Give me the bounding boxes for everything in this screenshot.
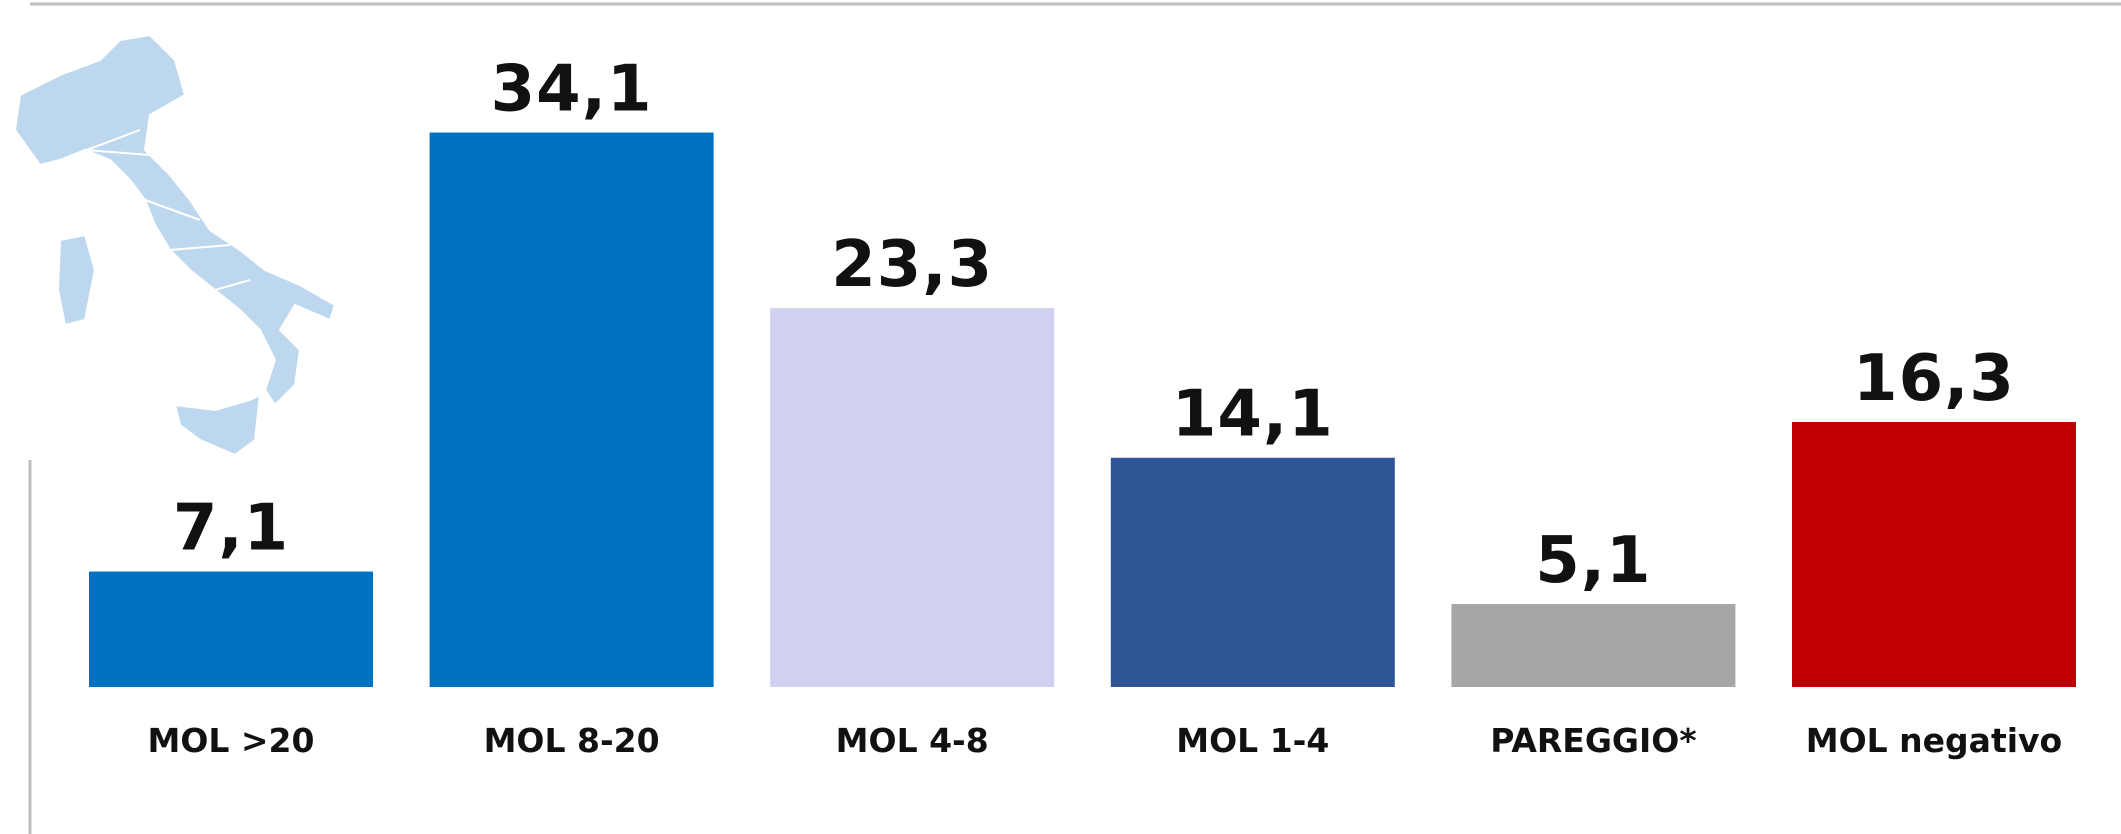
x-tick-label: MOL >20	[148, 721, 315, 760]
x-tick-label: MOL 1-4	[1176, 721, 1329, 760]
bar	[89, 571, 373, 687]
x-tick-label: PAREGGIO*	[1490, 721, 1696, 760]
value-label: 16,3	[1853, 342, 2015, 416]
bar	[1451, 604, 1736, 687]
value-label: 14,1	[1172, 378, 1334, 452]
x-tick-label: MOL 4-8	[836, 721, 989, 760]
value-label: 5,1	[1535, 524, 1651, 598]
bar	[1110, 457, 1395, 687]
bar	[429, 132, 714, 687]
value-label: 34,1	[491, 53, 653, 127]
bar	[1792, 421, 2076, 687]
x-tick-label: MOL 8-20	[484, 721, 660, 760]
value-label: 23,3	[831, 228, 993, 302]
x-tick-label: MOL negativo	[1806, 721, 2062, 760]
value-label: 7,1	[173, 492, 289, 566]
bar	[770, 308, 1055, 687]
italy-map	[13, 33, 337, 457]
